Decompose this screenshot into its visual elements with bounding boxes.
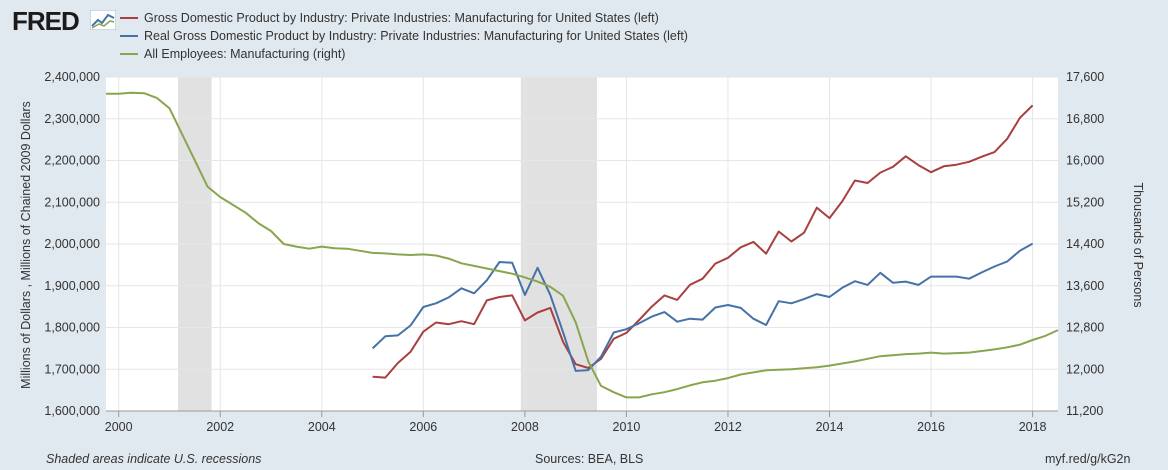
y-right-tick-label: 15,200 xyxy=(1066,195,1104,209)
legend-item-gdp-real: Real Gross Domestic Product by Industry:… xyxy=(120,28,688,44)
y-right-tick-label: 13,600 xyxy=(1066,279,1104,293)
x-tick-label: 2002 xyxy=(206,420,234,434)
x-tick-label: 2018 xyxy=(1019,420,1047,434)
fred-logo: FRED xyxy=(12,6,80,36)
x-tick-label: 2016 xyxy=(917,420,945,434)
y-right-tick-label: 16,800 xyxy=(1066,112,1104,126)
y-right-tick-label: 12,800 xyxy=(1066,321,1104,335)
x-tick-label: 2004 xyxy=(308,420,336,434)
sources-text: Sources: BEA, BLS xyxy=(535,452,644,466)
x-tick-label: 2000 xyxy=(105,420,133,434)
y-left-tick-label: 1,600,000 xyxy=(44,404,100,418)
recession-footnote: Shaded areas indicate U.S. recessions xyxy=(46,452,262,466)
legend-label-gdp-nominal: Gross Domestic Product by Industry: Priv… xyxy=(144,11,659,25)
series-line-gdp-nominal xyxy=(372,104,1034,379)
series-line-employees xyxy=(106,91,1059,399)
legend-swatch-employees xyxy=(120,53,138,55)
short-link[interactable]: myf.red/g/kG2n xyxy=(1045,452,1131,466)
legend-item-employees: All Employees: Manufacturing (right) xyxy=(120,46,345,62)
x-tick-label: 2012 xyxy=(714,420,742,434)
y-left-tick-label: 2,000,000 xyxy=(44,237,100,251)
y-left-tick-label: 2,300,000 xyxy=(44,112,100,126)
y-right-tick-label: 16,000 xyxy=(1066,154,1104,168)
y-left-tick-label: 1,700,000 xyxy=(44,362,100,376)
legend-label-gdp-real: Real Gross Domestic Product by Industry:… xyxy=(144,29,688,43)
legend-swatch-gdp-nominal xyxy=(120,17,138,19)
legend-label-employees: All Employees: Manufacturing (right) xyxy=(144,47,346,61)
y-left-tick-label: 2,200,000 xyxy=(44,154,100,168)
x-tick-label: 2010 xyxy=(613,420,641,434)
series-line-gdp-real xyxy=(371,242,1034,372)
y-right-tick-label: 12,000 xyxy=(1066,362,1104,376)
y-left-tick-label: 2,100,000 xyxy=(44,195,100,209)
legend-item-gdp-nominal: Gross Domestic Product by Industry: Priv… xyxy=(120,10,659,26)
y-right-tick-label: 11,200 xyxy=(1066,404,1103,418)
chart-logo-icon xyxy=(90,10,116,30)
y-right-tick-label: 14,400 xyxy=(1066,237,1104,251)
x-tick-label: 2006 xyxy=(409,420,437,434)
y-left-tick-label: 1,900,000 xyxy=(44,279,100,293)
y-right-tick-label: 17,600 xyxy=(1066,70,1104,84)
y-left-tick-label: 2,400,000 xyxy=(44,70,100,84)
legend-swatch-gdp-real xyxy=(120,35,138,37)
x-tick-label: 2008 xyxy=(511,420,539,434)
y-left-tick-label: 1,800,000 xyxy=(44,321,100,335)
x-tick-label: 2014 xyxy=(816,420,844,434)
